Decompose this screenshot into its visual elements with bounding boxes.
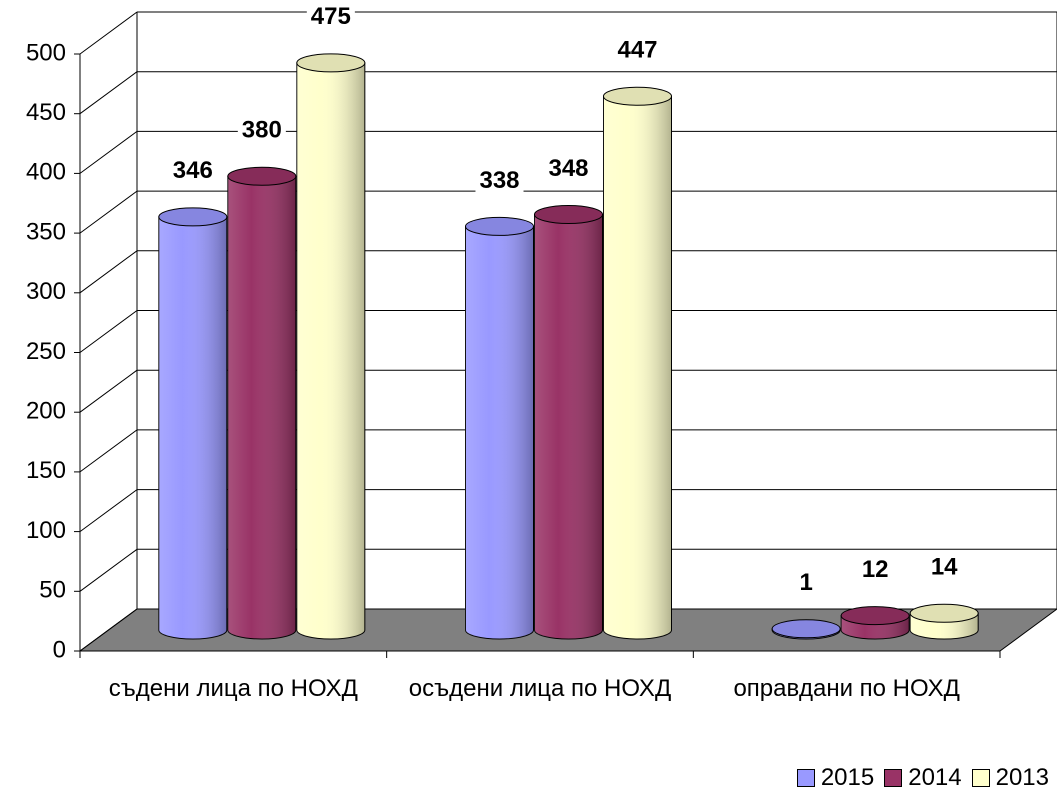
x-tick-label: оправдани по НОХД [733, 675, 960, 702]
bar-top-shade [910, 604, 979, 623]
data-label: 346 [173, 157, 213, 184]
bar-top-shade [841, 606, 910, 625]
side-grid-line [79, 190, 138, 234]
side-grid-line [79, 489, 138, 533]
y-tick-label: 100 [26, 517, 66, 544]
bar-shade [603, 96, 672, 640]
side-grid-line [79, 310, 138, 353]
bar [534, 204, 603, 640]
data-label-bg [168, 157, 217, 185]
legend-swatch [796, 769, 815, 787]
bar [840, 606, 910, 640]
bar-top-shade [227, 167, 296, 186]
y-tick-label: 500 [26, 39, 66, 66]
side-grid-line [79, 608, 138, 652]
data-label-bg [613, 36, 662, 64]
y-tick-label: 350 [26, 218, 66, 245]
y-tick-label: 50 [39, 577, 66, 604]
y-tick-label: 0 [53, 636, 66, 663]
x-tick-label: съдени лица по НОХД [108, 675, 358, 702]
data-label: 380 [242, 117, 282, 144]
side-grid-line [79, 11, 138, 55]
legend-swatch [884, 769, 903, 787]
y-tick-label: 400 [26, 159, 66, 186]
bar-top-shade [534, 205, 603, 224]
y-tick-label: 450 [26, 99, 66, 126]
y-tick-label: 200 [26, 398, 66, 425]
bar-top [771, 619, 841, 639]
bar-shade [296, 62, 365, 640]
bar-top-shade [158, 207, 227, 226]
bar [771, 619, 841, 640]
side-grid-line [79, 548, 138, 592]
bar-top [909, 603, 979, 623]
legend-label: 2013 [995, 764, 1049, 791]
legend-swatch [971, 769, 990, 787]
bar [603, 86, 672, 640]
data-label: 348 [548, 155, 588, 182]
data-label-bg [926, 553, 963, 581]
x-tick-label: осъдени лица по НОХД [408, 675, 672, 702]
y-tick-label: 300 [26, 278, 66, 305]
bar-top [840, 606, 910, 626]
bar [465, 216, 534, 640]
data-label-bg [475, 166, 524, 194]
side-grid-line [79, 429, 138, 473]
bar-top-shade [296, 53, 365, 72]
legend-label: 2015 [820, 764, 875, 791]
bar-top [227, 166, 297, 186]
bar-top-shade [465, 217, 534, 236]
bar-shade [534, 214, 603, 639]
bar-top-shade [603, 87, 672, 106]
data-label: 14 [931, 554, 958, 581]
data-label: 338 [479, 167, 519, 194]
bar-top [296, 53, 366, 73]
legend-item: 2014 [884, 764, 962, 792]
bar [227, 166, 297, 640]
legend-item: 2013 [971, 764, 1049, 792]
side-grid-line [79, 71, 138, 115]
data-label: 12 [862, 556, 889, 583]
bar-top [603, 86, 672, 106]
side-grid-line [79, 130, 138, 174]
y-tick-label: 150 [26, 457, 66, 484]
data-label-bg [237, 116, 286, 144]
side-grid-line [79, 250, 138, 294]
data-label: 475 [311, 3, 351, 30]
y-tick-label: 250 [26, 338, 66, 365]
data-label: 1 [799, 569, 812, 596]
data-label-bg [544, 154, 593, 182]
legend-item: 2015 [796, 764, 875, 792]
side-grid-line [79, 369, 138, 413]
bar [158, 207, 228, 640]
legend: 2015 2014 2013 [796, 764, 1049, 792]
bar-shade [227, 176, 296, 639]
bar-top [534, 204, 603, 224]
bar-top [465, 216, 534, 236]
data-label: 447 [617, 37, 657, 64]
bar [909, 603, 979, 640]
bar-shade [158, 216, 227, 639]
data-label-bg [795, 569, 817, 597]
bar [296, 53, 366, 640]
bar-top-shade [772, 619, 841, 638]
data-label-bg [306, 3, 355, 31]
data-label-bg [857, 556, 893, 584]
bar-top [158, 207, 228, 227]
bar-shade [465, 226, 534, 640]
legend-label: 2014 [908, 764, 962, 791]
